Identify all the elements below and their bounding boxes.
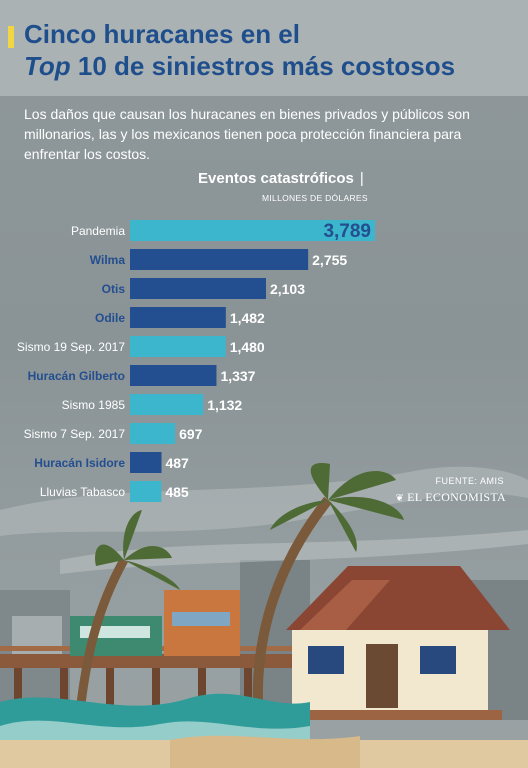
- header-band: [0, 0, 528, 96]
- chart-title-text: Eventos catastróficos: [198, 170, 354, 187]
- value-label-3: 1,482: [230, 310, 265, 326]
- palm-trunk-center: [252, 496, 332, 703]
- category-label-7: Sismo 7 Sep. 2017: [24, 427, 126, 441]
- category-label-6: Sismo 1985: [62, 398, 126, 412]
- bar-6: [130, 394, 204, 415]
- subtitle: Los daños que causan los huracanes en bi…: [24, 106, 470, 162]
- category-label-3: Odile: [95, 311, 125, 325]
- sand-dune: [170, 735, 360, 768]
- value-label-0: 3,789: [323, 221, 371, 242]
- newspaper-mark-icon: ❦: [395, 493, 405, 504]
- title-accent-bar: [8, 26, 14, 48]
- brand-logo: ❦ EL ECONOMISTA: [395, 490, 506, 505]
- chart-unit-label: MILLONES DE DÓLARES: [262, 193, 368, 203]
- value-label-4: 1,480: [230, 339, 265, 355]
- bar-4: [130, 336, 226, 357]
- category-label-5: Huracán Gilberto: [28, 369, 125, 383]
- chart-title: Eventos catastróficos |: [198, 170, 364, 187]
- bar-2: [130, 278, 266, 299]
- house-window-left: [308, 646, 344, 674]
- house-porch: [276, 710, 502, 720]
- category-label-0: Pandemia: [71, 224, 125, 238]
- bar-1: [130, 249, 309, 270]
- value-label-8: 487: [165, 455, 189, 471]
- pier-deck: [0, 654, 310, 668]
- page-title: Cinco huracanes en el Top 10 de siniestr…: [24, 18, 524, 82]
- bar-0: [130, 220, 375, 241]
- bar-8: [130, 452, 162, 473]
- house-roof-damage: [300, 580, 390, 630]
- value-label-9: 485: [165, 484, 189, 500]
- bar-chart: Pandemia 3,789 Wilma 2,755 Otis 2,103 Odile 1,4…: [17, 220, 375, 502]
- chart-title-separator: |: [359, 170, 364, 187]
- title-line-1: Cinco huracanes en el: [24, 19, 300, 49]
- orange-shop-window: [172, 612, 230, 626]
- house-door: [366, 644, 398, 708]
- palm-leaves-left: [95, 510, 180, 590]
- palm-trunk-left: [75, 557, 128, 713]
- bar-9: [130, 481, 162, 502]
- title-line-2-rest: 10 de siniestros más costosos: [70, 51, 456, 81]
- value-label-7: 697: [179, 426, 203, 442]
- value-label-2: 2,103: [270, 281, 305, 297]
- palm-leaves-center: [270, 463, 404, 552]
- brand-name: EL ECONOMISTA: [407, 490, 506, 504]
- value-label-5: 1,337: [220, 368, 255, 384]
- house-window-right: [420, 646, 456, 674]
- category-label-9: Lluvias Tabasco: [40, 485, 125, 499]
- value-label-1: 2,755: [312, 252, 347, 268]
- category-label-2: Otis: [102, 282, 126, 296]
- category-label-8: Huracán Isidore: [34, 456, 125, 470]
- value-label-6: 1,132: [207, 397, 242, 413]
- bar-5: [130, 365, 217, 386]
- source-note: FUENTE: AMIS: [435, 476, 504, 486]
- category-label-1: Wilma: [90, 253, 126, 267]
- title-line-2: Top 10 de siniestros más costosos: [24, 50, 524, 82]
- pier-posts: [14, 668, 252, 708]
- title-italic-word: Top: [24, 51, 71, 81]
- bar-3: [130, 307, 226, 328]
- hurricane-scene-illustration: [0, 463, 528, 768]
- bar-7: [130, 423, 176, 444]
- category-label-4: Sismo 19 Sep. 2017: [17, 340, 125, 354]
